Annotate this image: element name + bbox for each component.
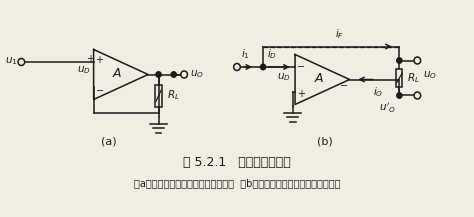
Circle shape bbox=[171, 72, 176, 77]
Text: $i_O$: $i_O$ bbox=[373, 85, 383, 99]
Text: A: A bbox=[113, 67, 121, 80]
Text: $u_D$: $u_D$ bbox=[77, 65, 91, 76]
Text: $u_1$: $u_1$ bbox=[5, 55, 17, 67]
Circle shape bbox=[234, 64, 240, 71]
Circle shape bbox=[260, 64, 266, 70]
Text: $R_L$: $R_L$ bbox=[408, 71, 420, 85]
Circle shape bbox=[414, 57, 421, 64]
Text: 图 5.2.1   负反馈放大电路: 图 5.2.1 负反馈放大电路 bbox=[183, 156, 291, 168]
Text: $i_1$: $i_1$ bbox=[241, 47, 250, 61]
Text: $u_O$: $u_O$ bbox=[190, 69, 204, 81]
Bar bbox=[155, 85, 162, 107]
Text: (b): (b) bbox=[317, 136, 333, 146]
Text: A: A bbox=[314, 72, 323, 85]
Text: $-$: $-$ bbox=[339, 79, 348, 89]
Text: $i_D$: $i_D$ bbox=[267, 47, 278, 61]
Circle shape bbox=[156, 72, 161, 77]
Text: $u_O$: $u_O$ bbox=[423, 70, 437, 81]
Text: +: + bbox=[95, 55, 103, 65]
Circle shape bbox=[18, 59, 25, 66]
Text: $-$: $-$ bbox=[95, 84, 104, 94]
Circle shape bbox=[181, 71, 188, 78]
Text: $u_D$: $u_D$ bbox=[277, 71, 291, 83]
Text: +: + bbox=[297, 89, 305, 99]
Text: $i_F$: $i_F$ bbox=[335, 27, 344, 41]
Circle shape bbox=[397, 58, 402, 63]
Circle shape bbox=[414, 92, 421, 99]
Text: (a): (a) bbox=[101, 136, 117, 146]
Circle shape bbox=[397, 93, 402, 98]
Text: $-$: $-$ bbox=[296, 60, 305, 70]
Bar bbox=[396, 69, 402, 87]
Text: $R_L$: $R_L$ bbox=[167, 88, 180, 102]
Text: （a）输出电压引回后影响净输入电压  （b）输出电流引回后影响净输入电流: （a）输出电压引回后影响净输入电压 （b）输出电流引回后影响净输入电流 bbox=[134, 178, 340, 188]
Text: +: + bbox=[86, 54, 94, 64]
Text: $u'_O$: $u'_O$ bbox=[379, 100, 395, 115]
